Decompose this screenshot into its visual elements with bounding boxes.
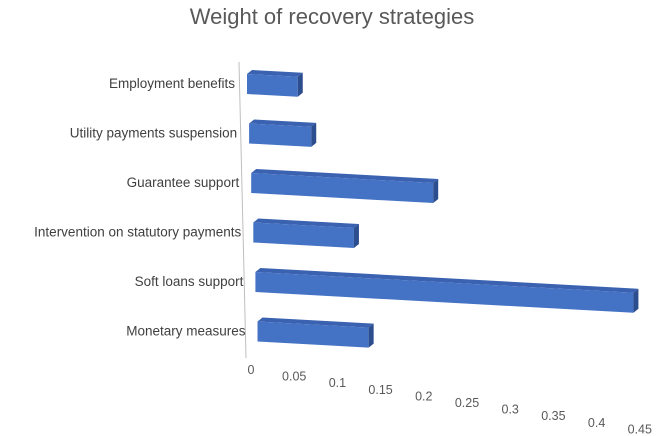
bar-front-face [257, 321, 369, 348]
x-tick-label: 0.35 [541, 409, 565, 423]
bar-top-face [255, 268, 639, 293]
x-tick-labels: 0 0.05 0.1 0.15 0.2 0.25 0.3 0.35 0.4 0.45 [248, 363, 652, 436]
bar-front-face [249, 123, 312, 147]
bar-top-face [249, 119, 317, 127]
category-label: Guarantee support [127, 175, 240, 190]
bar-top-face [251, 169, 439, 184]
x-tick-label: 0 [248, 363, 255, 377]
bar-utility-payments-suspension [249, 119, 317, 147]
category-label: Employment benefits [109, 76, 235, 91]
bar-end-face [633, 288, 639, 313]
bar-guarantee-support [251, 169, 439, 204]
bars-group [247, 70, 639, 348]
bar-soft-loans-support [255, 268, 639, 313]
category-label: Utility payments suspension [70, 126, 237, 141]
bar-front-face [255, 272, 634, 313]
x-tick-label: 0.2 [415, 389, 432, 403]
chart-title: Weight of recovery strategies [190, 4, 475, 29]
bar-end-face [433, 179, 439, 204]
category-label: Soft loans support [135, 274, 244, 289]
category-labels: Employment benefits Utility payments susp… [34, 76, 246, 339]
bar-end-face [297, 72, 303, 97]
bar-front-face [251, 173, 434, 204]
bar-top-face [247, 70, 303, 77]
bar-end-face [311, 122, 317, 147]
x-tick-label: 0.15 [368, 383, 392, 397]
bar-monetary-measures [257, 317, 374, 348]
bar-end-face [353, 224, 359, 249]
bar-end-face [368, 323, 374, 348]
bar-intervention-on-statutory-payments [253, 218, 359, 249]
bar-top-face [257, 317, 374, 328]
bar-employment-benefits [247, 70, 303, 97]
x-tick-label: 0.05 [282, 370, 306, 384]
y-axis-line [238, 61, 247, 359]
bar-front-face [253, 222, 354, 249]
x-tick-label: 0.45 [628, 422, 652, 436]
category-label: Intervention on statutory payments [34, 225, 241, 240]
x-tick-label: 0.4 [588, 416, 605, 430]
bar-front-face [247, 74, 298, 97]
x-tick-label: 0.3 [502, 403, 519, 417]
x-tick-label: 0.25 [455, 396, 479, 410]
category-label: Monetary measures [126, 324, 246, 339]
x-tick-label: 0.1 [329, 376, 346, 390]
bar-top-face [253, 218, 359, 229]
